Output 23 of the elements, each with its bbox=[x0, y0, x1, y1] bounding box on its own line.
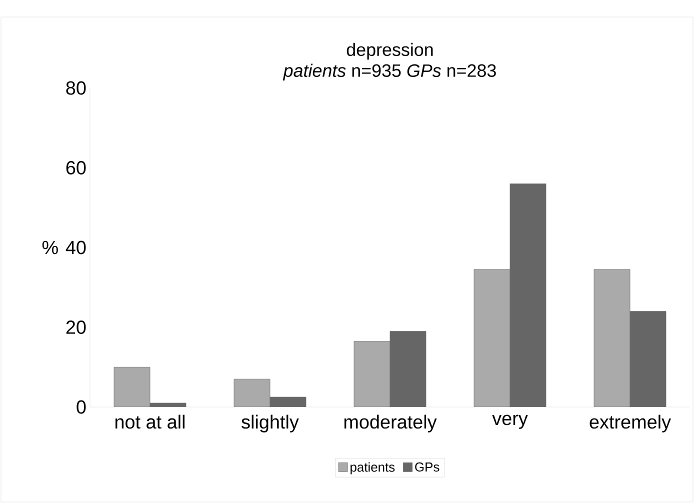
y-tick-label: 20 bbox=[66, 320, 86, 334]
y-axis-title: % bbox=[42, 240, 58, 254]
bar bbox=[594, 269, 630, 407]
bar bbox=[390, 331, 426, 407]
legend-label: patients bbox=[350, 462, 395, 474]
bar bbox=[234, 378, 270, 407]
x-tick-label: moderately bbox=[344, 414, 437, 432]
x-tick-label: extremely bbox=[590, 414, 671, 432]
y-tick-label: 0 bbox=[76, 400, 86, 414]
y-tick-label: 80 bbox=[66, 81, 86, 95]
bar bbox=[354, 341, 390, 407]
x-tick-label: slightly bbox=[242, 414, 299, 432]
x-tick-label: not at all bbox=[115, 414, 184, 429]
chart-subtitle: patients n=935 GPs n=283 bbox=[282, 64, 496, 80]
x-tick-label: very bbox=[492, 414, 528, 429]
bar bbox=[630, 311, 666, 407]
bar bbox=[114, 366, 150, 407]
bar bbox=[510, 184, 546, 407]
chart-title: depression bbox=[346, 42, 433, 60]
legend-label: GPs bbox=[415, 462, 440, 472]
y-tick-label: 60 bbox=[66, 161, 86, 174]
bar bbox=[474, 269, 510, 407]
y-tick-label: 40 bbox=[66, 240, 86, 254]
